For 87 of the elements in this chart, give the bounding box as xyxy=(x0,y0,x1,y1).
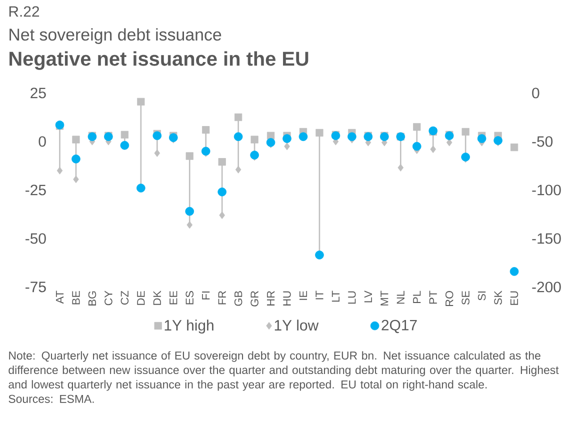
point xyxy=(266,138,276,147)
x-tick-label: GR xyxy=(250,291,258,306)
point xyxy=(462,128,470,136)
x-tick-label: SE xyxy=(462,291,470,305)
x-tick-label: BE xyxy=(72,291,80,304)
x-tick-label: LT xyxy=(332,290,340,302)
x-tick-label: AT xyxy=(56,290,64,304)
x-tick-label: ES xyxy=(186,291,194,304)
y2-tick-label: -200 xyxy=(532,282,561,292)
point xyxy=(412,142,422,151)
x-tick-label: LU xyxy=(348,291,356,304)
x-tick-label: NL xyxy=(396,290,404,304)
x-tick-label: SI xyxy=(478,292,486,300)
point xyxy=(284,142,290,150)
point xyxy=(72,136,80,144)
point xyxy=(316,128,324,137)
y-tick-label: -25 xyxy=(26,184,46,196)
point xyxy=(430,145,436,154)
point xyxy=(218,188,226,196)
point xyxy=(298,132,308,142)
x-tick-label: FI xyxy=(202,292,210,300)
x-tick-label: BG xyxy=(88,291,96,306)
point xyxy=(218,158,226,166)
point xyxy=(250,150,259,160)
point xyxy=(185,206,194,216)
chart-subtitle: Net sovereign debt issuance xyxy=(10,28,222,44)
x-tick-label: EE xyxy=(170,291,178,304)
point xyxy=(201,146,210,156)
point xyxy=(152,131,162,140)
x-tick-label: HR xyxy=(267,291,275,306)
point xyxy=(446,138,452,146)
point xyxy=(234,113,242,122)
point xyxy=(282,134,292,143)
x-tick-label: CZ xyxy=(120,290,129,305)
legend-label: 1Y low xyxy=(274,320,319,331)
legend-label: 2Q17 xyxy=(382,320,417,334)
x-tick-label: LV xyxy=(364,290,372,302)
x-tick-label: IT xyxy=(316,290,324,300)
source-note: Sources: ESMA. xyxy=(8,394,94,403)
y2-tick-label: 0 xyxy=(532,88,540,98)
point xyxy=(461,152,470,162)
point xyxy=(348,132,356,142)
point xyxy=(234,132,243,142)
x-tick-label: CY xyxy=(104,290,112,306)
x-tick-label: PL xyxy=(413,290,421,304)
point xyxy=(413,123,421,131)
point xyxy=(72,154,80,164)
point xyxy=(168,133,178,142)
point xyxy=(494,136,502,145)
x-tick-label: IE xyxy=(299,291,308,300)
point xyxy=(56,166,63,174)
text: R.22 xyxy=(9,6,40,17)
y-tick-label: 25 xyxy=(30,88,46,98)
x-tick-label: RO xyxy=(445,291,454,306)
point xyxy=(137,98,145,106)
x-tick-label: EU xyxy=(510,291,518,305)
y-tick-label: -50 xyxy=(26,233,46,244)
text: Note: Quarterly net issuance of EU sovereign debt by country, EUR bn. Net issuance calculated as the difference between new issuance over the quarter and outstanding debt maturing over the quarter. Highest and lowest quarterly net issuance in the past year are reported. EU total on right-hand scale. xyxy=(8,351,559,391)
y-tick-label: -75 xyxy=(26,282,46,292)
point xyxy=(398,164,404,172)
legend-label: 1Y high xyxy=(164,320,214,334)
point xyxy=(120,140,130,150)
x-tick-label: DE xyxy=(137,291,145,305)
x-tick-label: GB xyxy=(234,291,242,306)
point xyxy=(154,149,160,157)
point xyxy=(477,134,486,143)
y2-tick-label: -100 xyxy=(532,184,561,196)
point xyxy=(315,250,324,260)
point xyxy=(219,211,225,220)
x-tick-label: HU xyxy=(283,291,291,306)
point xyxy=(186,152,194,160)
x-tick-label: MT xyxy=(380,290,388,306)
x-tick-label: FR xyxy=(218,291,226,304)
x-tick-label: PT xyxy=(429,290,437,304)
x-tick-label: DK xyxy=(153,290,161,305)
point xyxy=(250,136,258,144)
point xyxy=(120,130,128,139)
point xyxy=(136,184,146,192)
point xyxy=(186,221,193,229)
point xyxy=(202,126,210,134)
y2-tick-label: -50 xyxy=(532,136,553,147)
point xyxy=(235,166,242,174)
y-tick-label: 0 xyxy=(38,136,46,147)
point xyxy=(73,176,79,184)
chart-title: Negative net issuance in the EU xyxy=(10,51,308,70)
x-tick-label: SK xyxy=(494,290,502,305)
y2-tick-label: -150 xyxy=(532,233,561,244)
